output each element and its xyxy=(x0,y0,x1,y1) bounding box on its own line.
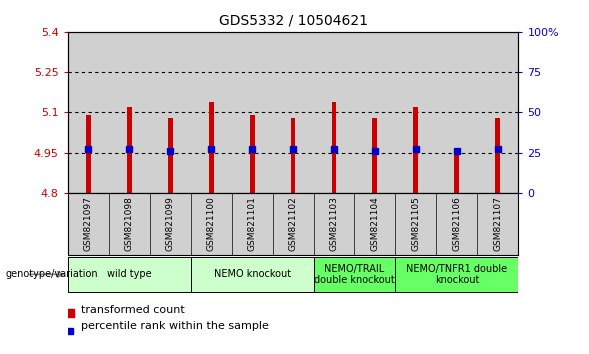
Bar xyxy=(455,150,459,193)
Bar xyxy=(127,107,131,193)
Text: GSM821105: GSM821105 xyxy=(411,196,421,251)
Bar xyxy=(332,102,336,193)
Bar xyxy=(436,32,477,193)
Bar xyxy=(313,257,395,292)
Bar xyxy=(191,32,231,193)
Text: GSM821107: GSM821107 xyxy=(494,196,502,251)
Bar xyxy=(150,32,191,193)
Text: GSM821099: GSM821099 xyxy=(166,196,175,251)
Bar xyxy=(290,118,296,193)
Text: GSM821102: GSM821102 xyxy=(289,196,297,251)
Text: GSM821104: GSM821104 xyxy=(370,196,379,251)
Bar xyxy=(372,118,378,193)
Text: percentile rank within the sample: percentile rank within the sample xyxy=(74,321,269,331)
Bar xyxy=(191,257,313,292)
Text: wild type: wild type xyxy=(107,269,151,279)
Text: GSM821097: GSM821097 xyxy=(84,196,92,251)
Bar xyxy=(231,32,273,193)
Bar xyxy=(477,32,518,193)
Bar xyxy=(68,32,109,193)
Text: NEMO/TRAIL
double knockout: NEMO/TRAIL double knockout xyxy=(314,263,395,285)
Text: GSM821100: GSM821100 xyxy=(207,196,216,251)
Bar xyxy=(209,102,214,193)
Bar xyxy=(250,115,254,193)
Bar xyxy=(413,107,418,193)
Text: NEMO knockout: NEMO knockout xyxy=(213,269,290,279)
Bar xyxy=(68,257,191,292)
Bar xyxy=(355,32,395,193)
Bar xyxy=(313,32,355,193)
Text: NEMO/TNFR1 double
knockout: NEMO/TNFR1 double knockout xyxy=(406,263,508,285)
Text: genotype/variation: genotype/variation xyxy=(6,269,98,279)
Bar xyxy=(86,115,91,193)
Text: GSM821101: GSM821101 xyxy=(247,196,257,251)
Text: transformed count: transformed count xyxy=(74,305,184,315)
Title: GDS5332 / 10504621: GDS5332 / 10504621 xyxy=(219,14,368,28)
Bar xyxy=(395,32,436,193)
Bar xyxy=(495,118,500,193)
Bar xyxy=(168,118,173,193)
Text: GSM821103: GSM821103 xyxy=(329,196,339,251)
Bar xyxy=(109,32,150,193)
Text: GSM821098: GSM821098 xyxy=(125,196,134,251)
Text: GSM821106: GSM821106 xyxy=(452,196,461,251)
Bar xyxy=(273,32,313,193)
Bar xyxy=(395,257,518,292)
